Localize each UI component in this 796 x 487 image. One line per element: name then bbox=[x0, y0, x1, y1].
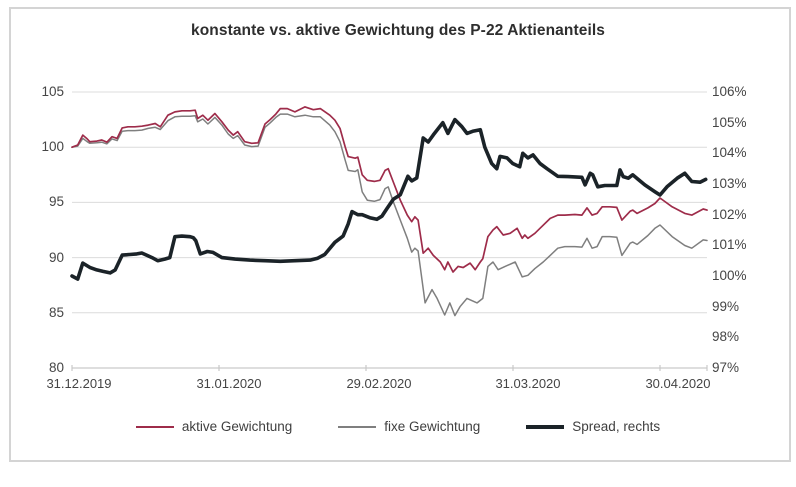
right-axis-tick: 102% bbox=[712, 207, 747, 222]
legend-item-aktive-gewichtung: aktive Gewichtung bbox=[135, 419, 293, 434]
left-axis-tick: 95 bbox=[48, 194, 64, 209]
x-axis-tick: 30.04.2020 bbox=[645, 376, 711, 391]
right-axis-tick: 98% bbox=[712, 329, 740, 344]
legend-label: Spread, rechts bbox=[572, 419, 661, 434]
right-axis-tick: 97% bbox=[712, 360, 740, 375]
x-axis-tick: 31.01.2020 bbox=[196, 376, 262, 391]
legend-line-swatch-aktive bbox=[135, 425, 174, 428]
right-axis-tick: 105% bbox=[712, 115, 747, 130]
chart-legend: aktive Gewichtung fixe Gewichtung Spread… bbox=[0, 419, 796, 434]
left-axis-tick: 85 bbox=[48, 305, 64, 320]
legend-line-swatch-spread bbox=[526, 424, 565, 429]
legend-item-fixe-gewichtung: fixe Gewichtung bbox=[338, 419, 480, 434]
chart-title: konstante vs. aktive Gewichtung des P-22… bbox=[191, 22, 605, 39]
x-axis-tick: 31.12.2019 bbox=[46, 376, 112, 391]
chart-card bbox=[9, 7, 791, 462]
left-axis-tick: 90 bbox=[48, 250, 64, 265]
right-axis-tick: 103% bbox=[712, 176, 747, 191]
left-axis-tick: 105 bbox=[41, 84, 64, 99]
legend-label: aktive Gewichtung bbox=[181, 419, 293, 434]
right-axis-tick: 99% bbox=[712, 299, 740, 314]
x-axis-tick: 31.03.2020 bbox=[495, 376, 561, 391]
right-axis-tick: 104% bbox=[712, 145, 747, 160]
legend-item-spread: Spread, rechts bbox=[526, 419, 660, 434]
left-axis-tick: 80 bbox=[48, 360, 64, 375]
legend-label: fixe Gewichtung bbox=[384, 419, 481, 434]
left-axis-tick: 100 bbox=[41, 139, 64, 154]
right-axis-tick: 100% bbox=[712, 268, 747, 283]
legend-line-swatch-fixe bbox=[338, 425, 377, 428]
right-axis-tick: 106% bbox=[712, 84, 747, 99]
x-axis-tick: 29.02.2020 bbox=[346, 376, 412, 391]
right-axis-tick: 101% bbox=[712, 237, 747, 252]
